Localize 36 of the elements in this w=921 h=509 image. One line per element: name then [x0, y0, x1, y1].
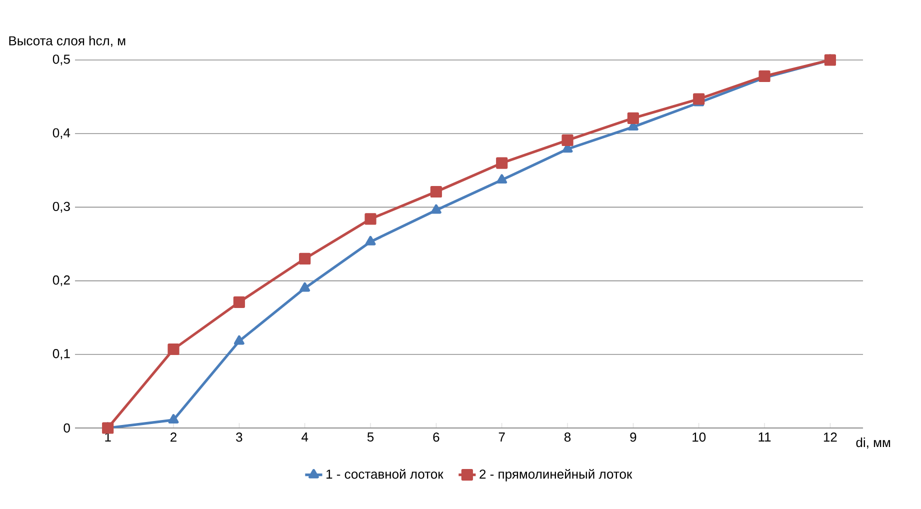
point [627, 112, 639, 124]
x-tick-label: 7 [498, 432, 505, 442]
point [168, 414, 179, 424]
y-axis-title: Высота слоя hсл, м [9, 36, 126, 47]
x-tick-label: 3 [236, 432, 242, 442]
point [430, 204, 442, 214]
x-tick-label: 6 [433, 432, 440, 442]
x-tick-label: 4 [302, 432, 308, 442]
y-tick-label: 0 [64, 423, 70, 433]
x-tick-label: 2 [170, 432, 176, 442]
point [693, 93, 705, 105]
x-tick-label: 11 [758, 432, 771, 442]
x-axis-title: di, мм [856, 438, 890, 449]
y-tick-label: 0,4 [52, 128, 70, 139]
x-tick-label: 9 [630, 432, 636, 442]
legend-label: 1 - составной лоток [326, 469, 444, 479]
point [300, 282, 310, 292]
x-tick-label: 8 [564, 432, 571, 442]
y-tick-label: 0,3 [52, 202, 70, 213]
point [234, 335, 244, 345]
point [364, 213, 376, 225]
x-tick-label: 12 [824, 432, 837, 442]
point [562, 134, 574, 146]
point [496, 157, 508, 169]
x-tick-label: 10 [692, 432, 706, 442]
point [430, 186, 442, 198]
point [365, 236, 376, 246]
y-tick-label: 0,5 [52, 54, 70, 66]
point [233, 296, 245, 308]
point [496, 174, 508, 184]
point [168, 343, 180, 356]
y-tick-label: 0,2 [52, 275, 70, 286]
legend-label: 2 - прямолинейный лоток [480, 469, 632, 482]
point [299, 252, 311, 265]
x-tick-label: 5 [367, 432, 374, 442]
y-tick-label: 0,1 [52, 349, 70, 360]
